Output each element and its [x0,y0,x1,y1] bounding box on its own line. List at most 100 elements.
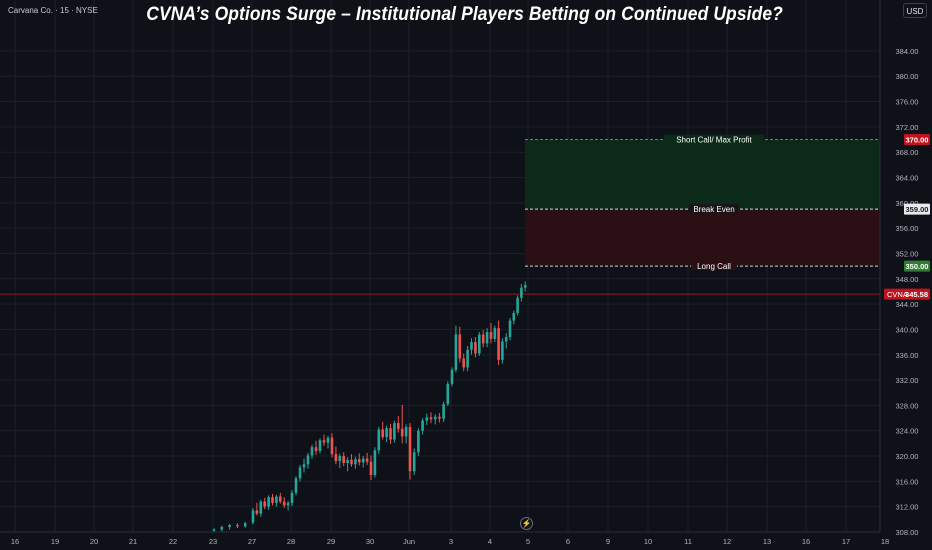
y-tick-label: 308.00 [896,528,919,537]
candle [489,331,493,339]
candle [354,459,357,465]
price-badge-label: 350.00 [906,262,929,271]
x-tick-label: Jun [403,537,415,546]
level-label-bg [663,134,765,144]
candle [462,358,465,368]
x-tick-label: 23 [209,537,217,546]
x-tick-label: 19 [51,537,59,546]
candle [501,341,504,360]
candle [361,458,365,463]
candle [275,496,278,503]
lightning-icon[interactable]: ⚡ [520,517,533,530]
profit-zone [525,139,880,210]
candle [397,423,400,429]
time-axis [0,532,880,550]
candle [512,312,516,321]
candle [429,417,433,420]
last-price-value: 345.58 [905,290,928,299]
chart-title: CVNA’s Options Surge – Institutional Pla… [146,4,783,25]
level-label: Break Even [693,205,734,214]
candle [478,334,481,354]
last-price-symbol: CVNA [887,290,908,299]
candle [271,497,274,503]
candle [212,529,216,531]
price-axis [880,0,932,550]
y-tick-label: 384.00 [896,47,919,56]
y-tick-label: 332.00 [896,376,919,385]
candle [485,331,489,344]
x-tick-label: 10 [644,537,652,546]
candle [408,426,412,472]
price-badge [904,134,930,146]
candle [330,437,334,455]
y-tick-label: 364.00 [896,174,919,183]
candle [493,328,497,339]
candle [466,349,469,368]
candle [442,404,445,419]
x-tick-label: 3 [449,537,453,546]
y-tick-label: 312.00 [896,503,919,512]
candle [369,461,373,476]
candle [404,426,408,437]
x-tick-label: 16 [802,537,810,546]
candle [251,510,255,523]
candle [523,285,527,288]
candle [318,440,322,451]
y-tick-label: 352.00 [896,249,919,258]
candle [365,458,369,462]
candle [314,447,318,451]
price-badge [904,203,930,215]
x-tick-label: 12 [723,537,731,546]
candle [385,428,388,438]
candle [400,428,404,437]
y-tick-label: 348.00 [896,275,919,284]
candle [279,496,282,502]
price-badge-label: 370.00 [906,136,929,145]
y-tick-label: 360.00 [896,199,919,208]
candle [458,334,462,359]
x-tick-label: 28 [287,537,295,546]
x-tick-label: 4 [488,537,492,546]
y-tick-label: 336.00 [896,351,919,360]
candle [381,429,384,438]
last-price-badge [884,288,930,300]
x-tick-label: 11 [684,537,692,546]
y-tick-label: 356.00 [896,224,919,233]
x-tick-label: 21 [129,537,137,546]
level-label-bg [691,261,737,271]
candle [306,455,310,465]
y-tick-label: 368.00 [896,148,919,157]
candle [393,423,396,440]
candle [298,467,302,479]
candle [220,526,224,530]
x-tick-label: 18 [881,537,889,546]
candle [412,452,416,472]
level-label: Long Call [697,262,731,271]
candle [267,497,270,507]
x-tick-label: 13 [763,537,771,546]
candle [389,428,392,440]
y-tick-label: 344.00 [896,300,919,309]
candle [377,429,381,451]
candle [334,454,338,462]
candle [373,450,377,476]
candle [286,502,290,506]
y-tick-label: 380.00 [896,72,919,81]
candle [433,416,437,420]
level-label: Short Call/ Max Profit [676,136,752,145]
x-tick-label: 9 [606,537,610,546]
candle [290,492,294,503]
candle [508,320,512,338]
y-tick-label: 316.00 [896,477,919,486]
candle [358,459,361,463]
price-badge-label: 359.00 [906,205,929,214]
candle [470,342,473,350]
candle [438,416,441,419]
candle [243,523,247,527]
candle [326,437,330,443]
currency-button[interactable]: USD [903,3,927,18]
x-tick-label: 5 [526,537,530,546]
candle [342,456,345,464]
